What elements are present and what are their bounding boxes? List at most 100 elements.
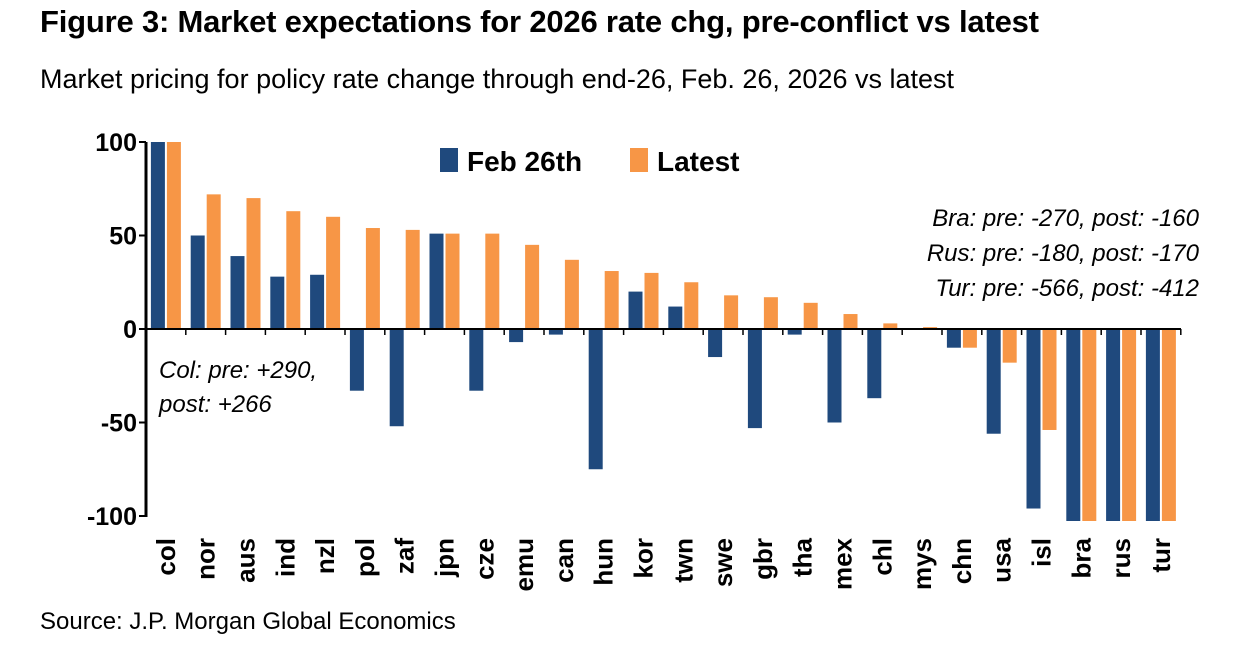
legend-swatch-feb26 [440,148,458,172]
x-labels: col nor aus ind nzl pol zaf jpn cze emu can hun kor t… [151,537,1176,591]
annotation-col-line2: post: +266 [158,391,272,418]
bar-latest-col [166,142,181,329]
bar-feb26-emu [509,329,524,343]
bar-latest-isl [1042,329,1057,430]
bar-latest-usa [1002,329,1017,363]
bar-latest-mex [843,314,858,329]
x-label-mex: mex [828,537,858,590]
bar-feb26-isl [1026,329,1041,509]
bar-latest-chl [883,323,898,329]
bar-latest-tur [1161,329,1176,521]
bar-feb26-chn [946,329,961,348]
bar-feb26-tur [1145,329,1160,521]
bar-feb26-jpn [429,233,444,329]
source-note: Source: J.P. Morgan Global Economics [40,608,456,635]
bar-latest-nor [206,194,221,329]
bar-feb26-rus [1106,329,1121,521]
bar-latest-kor [644,272,659,329]
bar-latest-swe [724,295,739,329]
bar-feb26-swe [708,329,723,358]
x-label-emu: emu [509,538,539,591]
y-tick-label: 0 [123,316,137,344]
x-label-nor: nor [191,538,221,580]
x-label-nzl: nzl [310,538,340,574]
y-ticks: 100 50 0 -50 -100 [87,129,146,531]
x-label-bra: bra [1066,537,1096,578]
bar-feb26-chl [867,329,882,399]
bar-latest-twn [684,282,699,329]
bar-latest-chn [962,329,977,348]
x-label-usa: usa [987,537,1017,582]
x-label-gbr: gbr [748,538,778,580]
chart-title: Figure 3: Market expectations for 2026 r… [40,4,1039,39]
bar-feb26-nzl [310,274,325,329]
x-label-ind: ind [270,538,300,577]
x-label-rus: rus [1106,538,1136,578]
bar-latest-ind [286,211,301,329]
bar-latest-gbr [763,297,778,329]
x-label-isl: isl [1027,538,1057,567]
legend-label-feb26: Feb 26th [467,146,582,177]
axes-group [144,142,1182,517]
bar-feb26-nor [190,235,205,329]
y-tick-label: -100 [87,503,137,531]
chart-subtitle: Market pricing for policy rate change th… [40,64,955,94]
bar-latest-hun [604,271,619,329]
bar-latest-emu [525,244,540,329]
x-label-aus: aus [231,538,261,583]
bar-feb26-mex [827,329,842,423]
x-label-mys: mys [907,538,937,590]
x-label-tur: tur [1146,538,1176,573]
x-label-zaf: zaf [390,538,420,574]
bar-latest-tha [803,302,818,329]
bar-latest-can [564,259,579,329]
x-label-swe: swe [708,538,738,587]
bar-latest-pol [365,228,380,329]
x-label-chn: chn [947,538,977,584]
x-label-twn: twn [668,538,698,583]
y-tick-label: 100 [95,129,137,157]
bar-feb26-col [150,142,165,329]
y-tick-label: -50 [101,410,137,438]
annotation-col: Col: pre: +290, post: +266 [158,357,317,418]
x-label-tha: tha [788,537,818,577]
bar-feb26-hun [588,329,603,470]
legend-label-latest: Latest [657,146,739,177]
bar-latest-bra [1082,329,1097,521]
bar-latest-aus [246,198,261,329]
y-tick-label: 50 [109,223,137,251]
x-label-pol: pol [350,538,380,577]
bar-latest-cze [485,233,500,329]
bar-feb26-gbr [747,329,762,429]
bar-feb26-kor [628,291,643,329]
annotation-bra: Bra: pre: -270, post: -160 [932,205,1199,232]
x-label-jpn: jpn [430,538,460,578]
bar-feb26-can [548,329,563,335]
legend-swatch-latest [630,148,648,172]
annotation-outliers: Bra: pre: -270, post: -160 Rus: pre: -18… [927,205,1200,302]
x-label-can: can [549,538,579,583]
bar-feb26-cze [469,329,484,391]
bar-feb26-pol [349,329,364,391]
annotation-col-line1: Col: pre: +290, [159,357,317,384]
bar-feb26-usa [986,329,1001,434]
legend: Feb 26th Latest [440,146,739,177]
bar-latest-rus [1122,329,1137,521]
bar-feb26-bra [1066,329,1081,521]
bar-feb26-tha [787,329,802,335]
annotation-tur: Tur: pre: -566, post: -412 [935,275,1199,302]
bar-feb26-ind [270,276,285,329]
bar-latest-zaf [405,229,420,329]
annotation-rus: Rus: pre: -180, post: -170 [927,240,1200,267]
bar-latest-jpn [445,233,460,329]
bar-feb26-aus [230,256,245,329]
bar-feb26-twn [668,306,683,329]
x-label-hun: hun [589,538,619,586]
bars-group [150,142,1176,521]
x-label-kor: kor [629,538,659,578]
x-label-chl: chl [867,538,897,576]
bar-latest-nzl [326,216,341,329]
x-label-col: col [151,538,181,576]
bar-feb26-zaf [389,329,404,427]
